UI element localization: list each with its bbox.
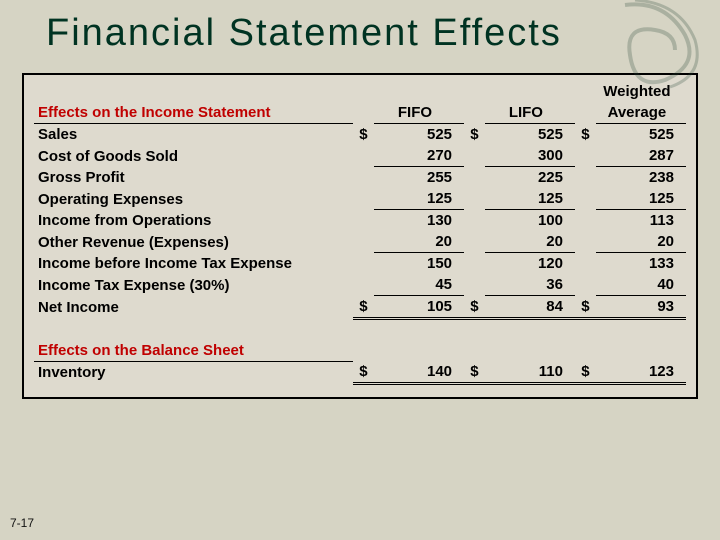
row-pretax: Income before Income Tax Expense 150 120… <box>34 253 686 275</box>
row-net-income: Net Income $105 $84 $93 <box>34 296 686 318</box>
col-header-lifo: LIFO <box>485 102 575 124</box>
col-header-fifo: FIFO <box>374 102 464 124</box>
slide-number: 7-17 <box>10 516 34 530</box>
row-opex: Operating Expenses 125 125 125 <box>34 188 686 210</box>
row-cogs: Cost of Goods Sold 270 300 287 <box>34 145 686 167</box>
section-balance-sheet: Effects on the Balance Sheet <box>34 340 686 362</box>
header-row-2: Effects on the Income Statement FIFO LIF… <box>34 102 686 124</box>
financial-table-container: Weighted Effects on the Income Statement… <box>22 73 698 399</box>
col-header-wavg: Average <box>596 102 686 124</box>
section-header-balance: Effects on the Balance Sheet <box>38 342 244 359</box>
row-tax: Income Tax Expense (30%) 45 36 40 <box>34 274 686 296</box>
row-inventory: Inventory $140 $110 $123 <box>34 361 686 383</box>
section-header-income: Effects on the Income Statement <box>38 104 271 121</box>
row-other: Other Revenue (Expenses) 20 20 20 <box>34 231 686 253</box>
corner-decoration-icon <box>605 0 720 95</box>
row-gross-profit: Gross Profit 255 225 238 <box>34 167 686 189</box>
financial-statement-table: Weighted Effects on the Income Statement… <box>34 81 686 383</box>
header-row-1: Weighted <box>34 81 686 102</box>
row-sales: Sales $525 $525 $525 <box>34 124 686 146</box>
row-op-income: Income from Operations 130 100 113 <box>34 210 686 232</box>
